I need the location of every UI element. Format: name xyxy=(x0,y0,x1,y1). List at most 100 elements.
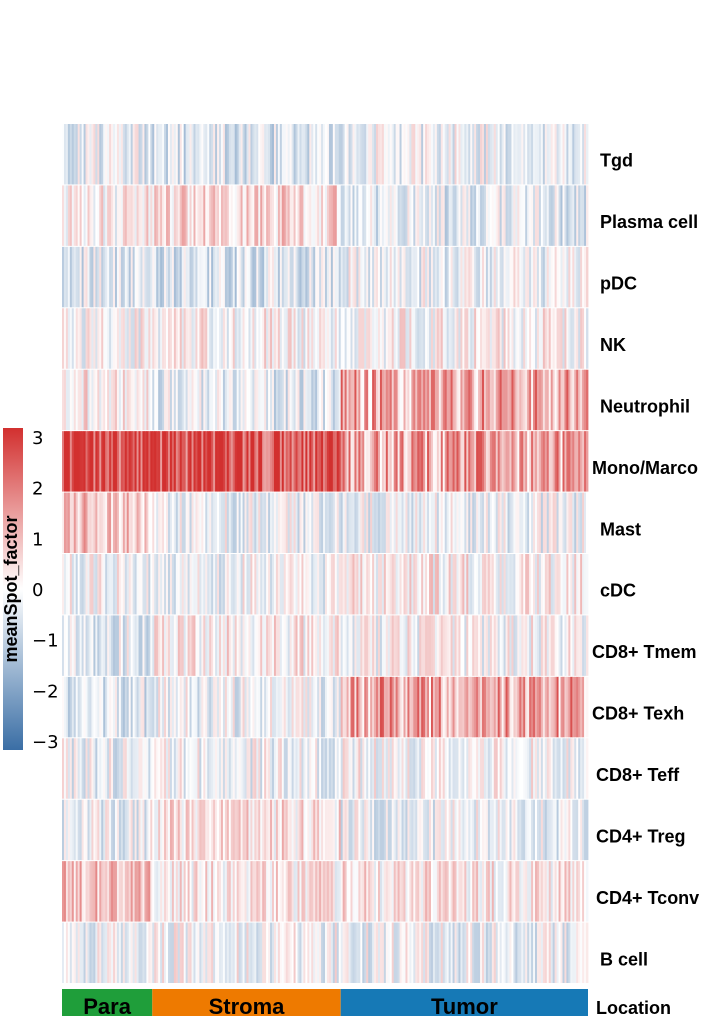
heatmap-cell xyxy=(519,738,522,799)
heatmap-cell xyxy=(183,861,187,922)
heatmap-cell xyxy=(354,431,357,492)
heatmap-cell xyxy=(185,431,189,492)
heatmap-cell xyxy=(515,922,518,983)
heatmap-cell xyxy=(266,246,269,308)
heatmap-cell xyxy=(517,922,520,983)
heatmap-cell xyxy=(330,308,334,369)
heatmap-cell xyxy=(558,369,561,431)
heatmap-cell xyxy=(409,246,412,308)
heatmap-cell xyxy=(403,124,406,185)
heatmap-cell xyxy=(277,922,281,983)
heatmap-cell xyxy=(169,676,173,738)
heatmap-cell xyxy=(505,492,508,553)
heatmap-cell xyxy=(154,922,157,983)
heatmap-cell xyxy=(497,369,501,431)
heatmap-cell xyxy=(326,615,330,676)
heatmap-cell xyxy=(478,676,481,738)
heatmap-cell xyxy=(103,799,106,861)
heatmap-cell xyxy=(572,799,575,861)
heatmap-cell xyxy=(67,246,71,308)
heatmap-cell xyxy=(489,124,493,185)
heatmap-cell xyxy=(85,492,88,553)
heatmap-cell xyxy=(230,124,234,185)
heatmap-cell xyxy=(114,185,118,246)
heatmap-cell xyxy=(325,124,328,185)
heatmap-cell xyxy=(203,492,206,553)
heatmap-cell xyxy=(130,922,134,983)
heatmap-cell xyxy=(397,369,400,431)
heatmap-cell xyxy=(62,554,65,615)
heatmap-cell xyxy=(120,615,124,676)
heatmap-cell xyxy=(334,246,338,308)
heatmap-cell xyxy=(138,861,141,922)
heatmap-cell xyxy=(548,738,552,799)
heatmap-cell xyxy=(368,738,371,799)
heatmap-cell xyxy=(527,308,530,369)
heatmap-cell xyxy=(252,922,255,983)
heatmap-cell xyxy=(111,492,114,553)
heatmap-cell xyxy=(250,369,253,431)
heatmap-cell xyxy=(126,799,130,861)
heatmap-cell xyxy=(281,676,285,738)
heatmap-cell xyxy=(109,492,112,553)
heatmap-cell xyxy=(132,615,136,676)
heatmap-cell xyxy=(185,676,189,738)
heatmap-cell xyxy=(458,369,461,431)
heatmap-cell xyxy=(264,124,267,185)
heatmap-cell xyxy=(531,492,534,553)
heatmap-cell xyxy=(285,431,289,492)
heatmap-cell xyxy=(197,922,200,983)
heatmap-cell xyxy=(281,124,285,185)
heatmap-cell xyxy=(199,554,202,615)
heatmap-cell xyxy=(260,308,263,369)
heatmap-cell xyxy=(519,185,522,246)
heatmap-cell xyxy=(348,922,351,983)
heatmap-cell xyxy=(301,615,304,676)
heatmap-cell xyxy=(466,308,469,369)
heatmap-cell xyxy=(374,922,377,983)
heatmap-cell xyxy=(150,185,153,246)
heatmap-cell xyxy=(277,861,281,922)
heatmap-cell xyxy=(421,185,424,246)
heatmap-cell xyxy=(79,308,83,369)
heatmap-cell xyxy=(291,308,294,369)
heatmap-cell xyxy=(348,308,351,369)
heatmap-cell xyxy=(158,615,161,676)
heatmap-cell xyxy=(315,738,318,799)
heatmap-cell xyxy=(525,369,528,431)
heatmap-cell xyxy=(358,676,361,738)
heatmap-cell xyxy=(576,738,579,799)
heatmap-cell xyxy=(513,922,516,983)
heatmap-cell xyxy=(531,861,534,922)
heatmap-cell xyxy=(93,922,96,983)
heatmap-cell xyxy=(201,124,204,185)
heatmap-cell xyxy=(266,738,269,799)
heatmap-cell xyxy=(519,124,522,185)
heatmap-cell xyxy=(81,369,84,431)
heatmap-cell xyxy=(360,124,363,185)
heatmap-cell xyxy=(126,922,130,983)
heatmap-cell xyxy=(376,922,379,983)
heatmap-cell xyxy=(185,246,189,308)
heatmap-cell xyxy=(436,369,440,431)
heatmap-cell xyxy=(521,492,524,553)
heatmap-cell xyxy=(146,615,149,676)
heatmap-cell xyxy=(342,799,346,861)
heatmap-cell xyxy=(487,246,491,308)
heatmap-cell xyxy=(574,861,577,922)
heatmap-cell xyxy=(578,369,581,431)
heatmap-cell xyxy=(99,676,102,738)
heatmap-cell xyxy=(417,124,420,185)
heatmap-cell xyxy=(321,308,324,369)
heatmap-cell xyxy=(582,246,585,308)
heatmap-cell xyxy=(507,676,510,738)
heatmap-cell xyxy=(356,185,359,246)
heatmap-cell xyxy=(409,492,412,553)
heatmap-cell xyxy=(564,676,567,738)
heatmap-cell xyxy=(95,799,98,861)
heatmap-cell xyxy=(97,615,100,676)
heatmap-cell xyxy=(297,861,300,922)
heatmap-cell xyxy=(114,431,118,492)
heatmap-cell xyxy=(381,369,385,431)
heatmap-cell xyxy=(470,431,473,492)
